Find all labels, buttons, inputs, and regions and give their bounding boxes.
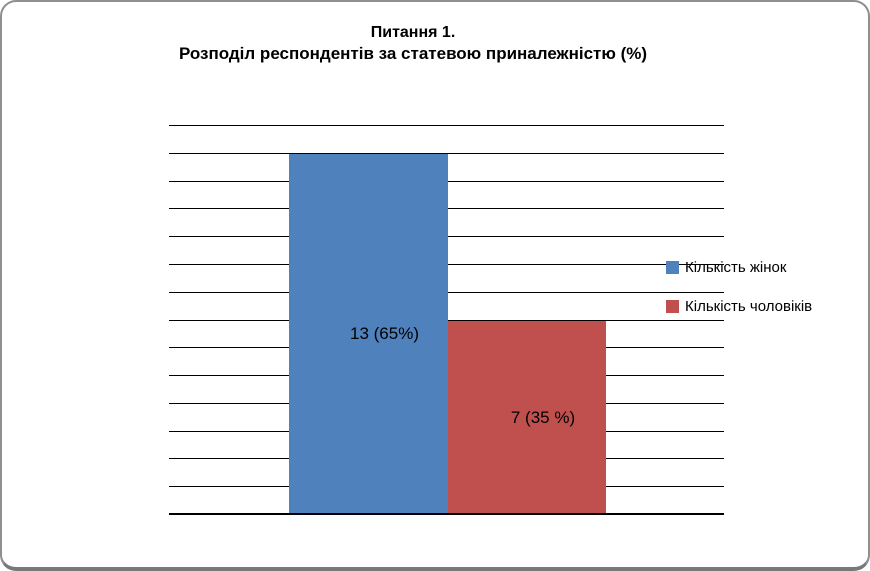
chart-title: Питання 1. Розподіл респондентів за стат… [2, 22, 824, 64]
chart-title-line1: Питання 1. [370, 24, 456, 41]
gridline [169, 152, 724, 154]
bar-women[interactable]: 13 (65%) [289, 153, 448, 515]
legend-label-women: Кількість жінок [685, 259, 787, 276]
chart-title-line2: Розподіл респондентів за статевою принал… [178, 44, 648, 63]
legend-label-men: Кількість чоловіків [685, 298, 813, 315]
x-axis-line [169, 513, 724, 515]
legend-item-women[interactable]: Кількість жінок [666, 259, 786, 276]
bar-men-data-label: 7 (35 %) [510, 407, 576, 427]
bar-men[interactable]: 7 (35 %) [448, 320, 606, 515]
plot-area: 13 (65%) 7 (35 %) [169, 125, 724, 515]
legend-item-men[interactable]: Кількість чоловіків [666, 298, 812, 315]
gridline [169, 125, 724, 126]
bar-women-data-label: 13 (65%) [350, 324, 419, 344]
legend-swatch-women-icon [666, 261, 679, 274]
legend-swatch-men-icon [666, 300, 679, 313]
